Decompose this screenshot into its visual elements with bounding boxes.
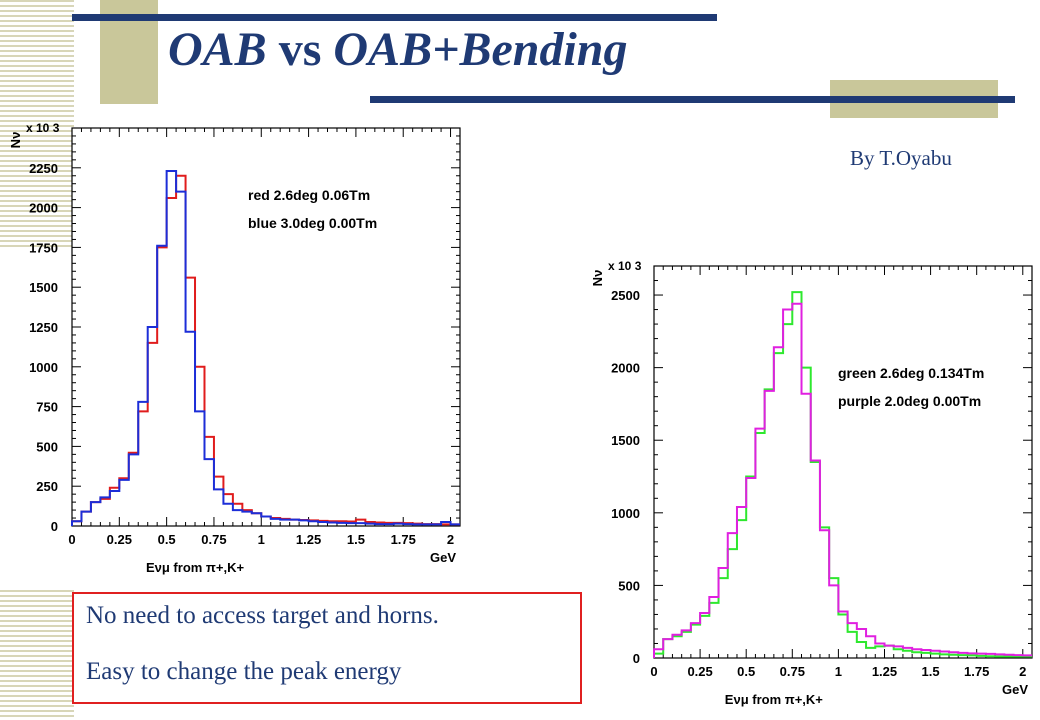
author-credit: By T.Oyabu <box>850 146 952 170</box>
title-oab-bending: OAB+Bending <box>333 23 628 76</box>
y-tick-label: 750 <box>36 400 58 415</box>
y-multiplier-label: x 10 3 <box>26 121 60 135</box>
x-tick-label: 1 <box>835 664 842 679</box>
series-line-blue <box>71 169 460 526</box>
x-axis-label: Eνμ from π+,K+ <box>146 560 245 575</box>
decorative-stripes-top <box>0 0 74 250</box>
plot-frame <box>71 127 461 527</box>
y-multiplier-label: x 10 3 <box>608 259 642 273</box>
x-tick-label: 1.5 <box>922 664 940 679</box>
y-tick-label: 2000 <box>611 361 640 376</box>
decorative-stripes-bottom <box>0 590 74 720</box>
title-rule-top <box>72 14 717 21</box>
y-tick-label: 0 <box>51 519 58 534</box>
legend-entry: blue 3.0deg 0.00Tm <box>248 215 377 231</box>
x-tick-label: 1.75 <box>391 532 416 547</box>
x-tick-label: 0 <box>68 532 75 547</box>
y-tick-label: 2000 <box>29 201 58 216</box>
x-tick-label: 0.5 <box>737 664 755 679</box>
y-tick-label: 1000 <box>611 506 640 521</box>
page-title: OAB vs OAB+Bending <box>168 26 627 74</box>
y-tick-label: 1500 <box>29 280 58 295</box>
y-tick-label: 0 <box>633 651 640 666</box>
note-line-1: No need to access target and horns. <box>86 602 439 629</box>
x-tick-label: 1.25 <box>296 532 321 547</box>
y-tick-label: 2500 <box>611 288 640 303</box>
note-box: No need to access target and horns. Easy… <box>72 592 582 704</box>
series-line-green <box>653 291 1032 658</box>
y-tick-label: 1500 <box>611 433 640 448</box>
y-tick-label: 1000 <box>29 360 58 375</box>
y-axis-label: Nν <box>8 132 23 149</box>
y-tick-label: 1250 <box>29 320 58 335</box>
x-tick-label: 0.25 <box>687 664 712 679</box>
legend-entry: red 2.6deg 0.06Tm <box>248 187 370 203</box>
x-axis-unit: GeV <box>430 550 456 565</box>
legend-entry: green 2.6deg 0.134Tm <box>838 365 984 381</box>
x-tick-label: 0 <box>650 664 657 679</box>
x-tick-label: 0.75 <box>780 664 805 679</box>
x-tick-label: 1.5 <box>347 532 365 547</box>
legend-entry: purple 2.0deg 0.00Tm <box>838 393 981 409</box>
x-tick-label: 1 <box>258 532 265 547</box>
x-tick-label: 0.25 <box>107 532 132 547</box>
chart-1: 0 0.25 0.5 0.75 1 1.25 1.5 1.75 2 0 250 500 750 1000 1… <box>8 121 461 575</box>
y-tick-label: 500 <box>618 578 640 593</box>
plot-frame <box>653 265 1033 659</box>
title-oab: OAB <box>168 23 267 76</box>
y-tick-label: 1750 <box>29 240 58 255</box>
x-tick-label: 0.5 <box>158 532 176 547</box>
x-tick-label: 2 <box>447 532 454 547</box>
note-line-2: Easy to change the peak energy <box>86 658 402 685</box>
chart-2: 0 0.25 0.5 0.75 1 1.25 1.5 1.75 2 0 500 1000 1500 200… <box>590 259 1033 707</box>
series-line-purple <box>653 302 1032 658</box>
x-tick-label: 1.75 <box>964 664 989 679</box>
title-vs: vs <box>278 23 322 76</box>
y-tick-label: 2250 <box>29 161 58 176</box>
y-tick-label: 250 <box>36 479 58 494</box>
x-tick-label: 1.25 <box>872 664 897 679</box>
x-tick-label: 0.75 <box>201 532 226 547</box>
title-rule-bottom <box>370 96 1015 103</box>
x-axis-label: Eνμ from π+,K+ <box>725 692 824 707</box>
y-tick-label: 500 <box>36 439 58 454</box>
y-axis-label: Nν <box>590 270 605 287</box>
x-tick-label: 2 <box>1019 664 1026 679</box>
x-axis-unit: GeV <box>1002 682 1028 697</box>
